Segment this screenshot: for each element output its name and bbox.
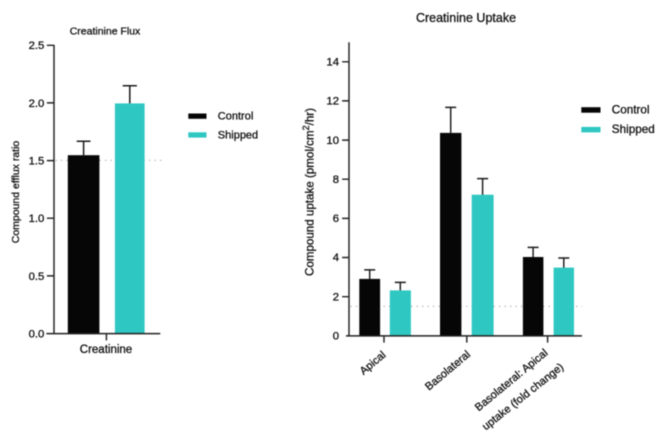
svg-text:Apical: Apical	[358, 349, 389, 377]
svg-text:2.0: 2.0	[29, 98, 45, 110]
svg-text:Control: Control	[218, 111, 253, 123]
svg-text:2: 2	[333, 291, 339, 303]
svg-text:Control: Control	[612, 103, 650, 116]
svg-text:14: 14	[326, 57, 339, 69]
svg-text:Compound uptake (pmol/cm2/hr): Compound uptake (pmol/cm2/hr)	[301, 108, 316, 276]
svg-text:Creatinine: Creatinine	[80, 344, 132, 356]
svg-text:1.0: 1.0	[29, 213, 45, 225]
svg-text:Creatinine Uptake: Creatinine Uptake	[416, 11, 516, 25]
svg-text:Shipped: Shipped	[612, 123, 655, 136]
svg-text:12: 12	[326, 96, 339, 108]
svg-text:0: 0	[333, 331, 339, 343]
svg-text:Basolateral: Basolateral	[423, 349, 473, 394]
svg-text:0.0: 0.0	[29, 329, 45, 341]
svg-text:Creatinine Flux: Creatinine Flux	[70, 25, 141, 37]
svg-text:0.5: 0.5	[29, 271, 45, 283]
svg-text:10: 10	[326, 135, 339, 147]
svg-text:6: 6	[333, 213, 339, 225]
svg-text:Shipped: Shipped	[218, 130, 258, 142]
svg-text:Compound efflux ratio: Compound efflux ratio	[10, 141, 22, 244]
svg-text:4: 4	[333, 252, 339, 264]
svg-text:2.5: 2.5	[29, 40, 45, 52]
svg-text:1.5: 1.5	[29, 156, 45, 168]
svg-text:8: 8	[333, 174, 339, 186]
